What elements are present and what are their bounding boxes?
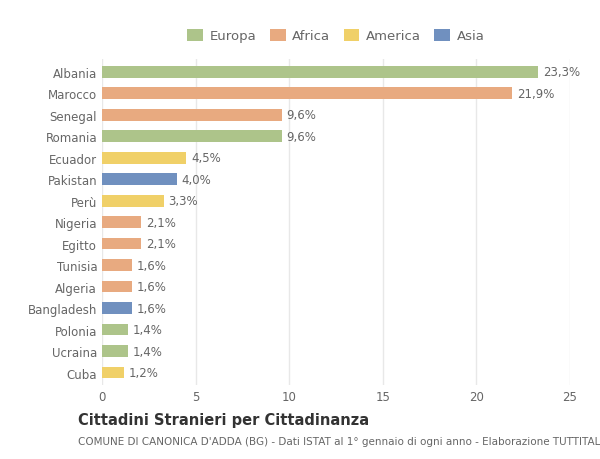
Bar [102, 88, 512, 100]
Text: 21,9%: 21,9% [517, 88, 554, 101]
Text: 1,6%: 1,6% [137, 302, 167, 315]
Bar [102, 152, 186, 164]
Text: Cittadini Stranieri per Cittadinanza: Cittadini Stranieri per Cittadinanza [78, 413, 369, 428]
Text: 2,1%: 2,1% [146, 216, 176, 229]
Bar [102, 174, 177, 185]
Text: 9,6%: 9,6% [286, 109, 316, 122]
Text: 9,6%: 9,6% [286, 130, 316, 143]
Bar [102, 238, 142, 250]
Bar [102, 67, 538, 78]
Bar [102, 281, 132, 293]
Text: 1,4%: 1,4% [133, 323, 163, 336]
Text: 3,3%: 3,3% [169, 195, 198, 207]
Text: 1,6%: 1,6% [137, 259, 167, 272]
Text: 23,3%: 23,3% [543, 66, 580, 79]
Bar [102, 110, 282, 121]
Bar [102, 195, 164, 207]
Text: 2,1%: 2,1% [146, 238, 176, 251]
Text: COMUNE DI CANONICA D'ADDA (BG) - Dati ISTAT al 1° gennaio di ogni anno - Elabora: COMUNE DI CANONICA D'ADDA (BG) - Dati IS… [78, 437, 600, 446]
Bar [102, 345, 128, 357]
Legend: Europa, Africa, America, Asia: Europa, Africa, America, Asia [185, 27, 487, 46]
Bar [102, 302, 132, 314]
Bar [102, 324, 128, 336]
Text: 4,5%: 4,5% [191, 152, 221, 165]
Bar [102, 260, 132, 271]
Bar [102, 367, 124, 379]
Text: 1,2%: 1,2% [129, 366, 159, 379]
Text: 1,6%: 1,6% [137, 280, 167, 293]
Bar [102, 217, 142, 229]
Text: 4,0%: 4,0% [182, 173, 211, 186]
Text: 1,4%: 1,4% [133, 345, 163, 358]
Bar [102, 131, 282, 143]
